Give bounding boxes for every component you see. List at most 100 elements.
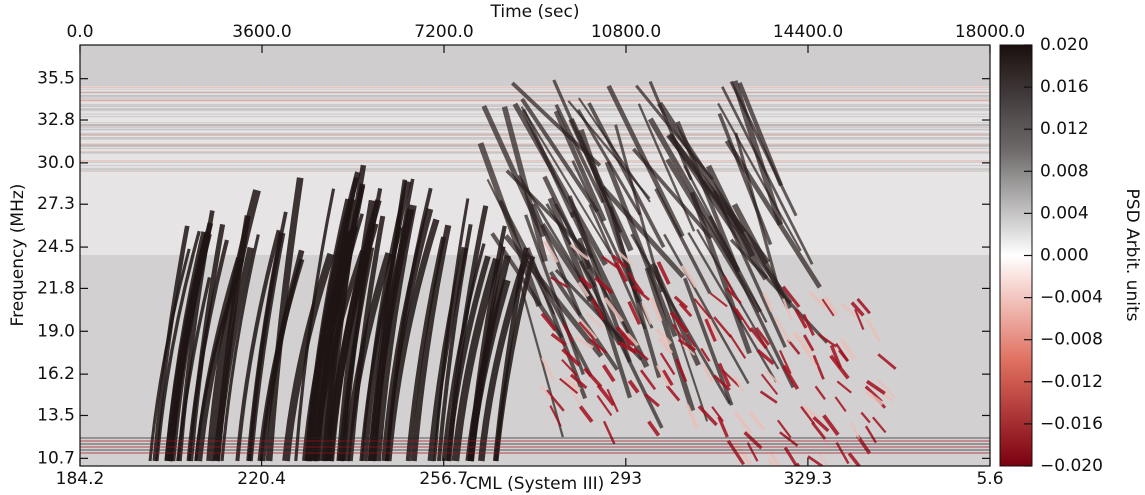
red-streak [588,338,608,354]
red-streak [585,312,603,328]
drift-streak [512,102,608,266]
red-streak [781,285,801,308]
red-streak [711,406,724,423]
red-streak [792,331,812,355]
red-streak [746,442,759,462]
burst-streak [347,215,386,462]
red-streak [778,349,792,375]
top-tick-label: 10800.0 [591,22,661,42]
red-streak [643,392,660,408]
y-tick-label: 19.0 [37,321,75,341]
red-streak [639,369,657,391]
red-streak [697,405,718,427]
burst-streak [410,224,452,462]
drift-streak [481,104,546,238]
red-streak [659,352,676,376]
drift-streak [654,187,712,295]
drift-streak [648,80,693,181]
burst-streak [367,208,415,462]
y-tick-label: 13.5 [37,405,75,425]
red-streak [836,380,852,394]
drift-streak [606,84,685,238]
red-streak [865,318,882,343]
spectrogram-image [80,45,990,466]
red-streak [759,390,778,404]
red-streak [766,457,775,466]
drift-streak [567,100,651,200]
red-streak [709,292,728,308]
red-streak [864,425,877,444]
red-streak [655,327,672,346]
burst-streak [206,189,261,462]
red-streak [713,374,731,391]
red-streak [564,377,582,392]
red-streak [626,271,645,295]
colorbar-tick-label: 0.004 [1040,203,1089,223]
red-streak [540,312,557,332]
red-streak [647,420,661,437]
drift-streak [708,215,795,389]
drift-streak [517,174,600,308]
red-streak [749,327,768,350]
burst-streak [327,199,382,462]
red-streak [829,354,850,380]
red-streak [656,261,671,285]
red-streak [856,297,871,315]
red-streak [808,290,827,309]
red-streak [549,405,562,427]
drift-streak [490,232,564,339]
top-tick-label: 14400.0 [773,22,843,42]
red-streak [717,416,729,438]
red-streak [748,410,766,431]
red-streak [633,347,649,361]
red-streak [732,306,744,321]
red-streak [865,379,886,395]
red-streak [578,405,594,423]
burst-streak [451,257,501,462]
red-streak [559,377,579,395]
red-streak [661,369,674,387]
red-streak [768,450,781,466]
colorbar-tick-label: −0.012 [1040,372,1103,392]
red-streak [569,373,588,390]
top-tick-label: 0.0 [66,22,93,42]
red-streak [673,295,689,309]
burst-streak [235,229,281,462]
drift-streak [516,274,564,438]
burst-streak [282,252,335,462]
red-streak [641,303,653,325]
red-streak [764,369,781,385]
y-tick-label: 35.5 [37,69,75,89]
red-streak [577,281,590,298]
red-streak [707,316,720,341]
drift-streak [687,232,778,383]
burst-streak [259,249,305,462]
red-streak [578,317,598,340]
red-streak [574,336,594,350]
red-streak [725,287,742,304]
red-streak [601,364,616,383]
plot-frame [79,44,991,467]
red-streak [756,348,775,366]
red-streak [545,389,565,412]
colorbar-tick-label: 0.008 [1040,161,1089,181]
red-streak [733,411,753,435]
red-streak [606,388,619,413]
red-streak [578,321,594,339]
burst-streak [246,232,286,462]
red-streak [602,420,616,445]
red-streak [822,414,840,436]
red-streak [713,316,732,338]
red-streak [603,297,624,323]
red-streak [717,362,732,388]
burst-streak [315,185,366,462]
drift-streak [717,112,773,246]
red-streak [786,339,801,355]
drift-streak [604,161,678,338]
drift-streak [717,102,802,252]
burst-streak [220,234,260,462]
red-streak [854,308,865,330]
red-streak [779,431,799,447]
x-tick-label: 5.6 [976,469,1003,489]
red-streak [627,379,640,394]
